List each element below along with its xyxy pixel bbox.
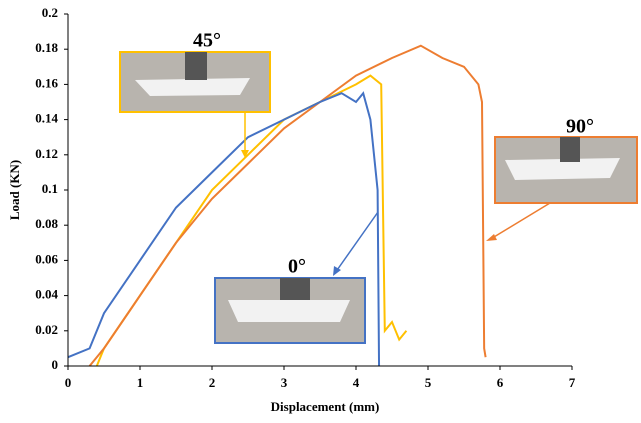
y-tick-label: 0.12 <box>35 146 58 161</box>
x-tick-label: 1 <box>137 375 144 390</box>
y-tick-label: 0.2 <box>42 5 58 20</box>
annotation: 45° <box>193 30 221 52</box>
y-tick-label: 0.06 <box>35 251 58 266</box>
arrow <box>335 212 378 273</box>
specimen <box>135 78 250 96</box>
x-tick-label: 5 <box>425 375 432 390</box>
y-tick-label: 0.04 <box>35 287 58 302</box>
x-tick-label: 3 <box>281 375 288 390</box>
specimen <box>228 300 350 322</box>
y-tick-label: 0.14 <box>35 111 58 126</box>
y-tick-label: 0.08 <box>35 216 58 231</box>
arrow <box>489 203 550 240</box>
y-tick-label: 0 <box>52 357 59 372</box>
y-tick-label: 0.18 <box>35 40 58 55</box>
x-axis-label: Displacement (mm) <box>271 399 380 414</box>
annotation: 90° <box>566 116 594 138</box>
y-axis-label: Load (KN) <box>7 160 22 220</box>
chart: Displacement (mm) Load (KN) 45° 90° 0° 0… <box>0 0 641 423</box>
y-tick-label: 0.02 <box>35 322 58 337</box>
x-tick-label: 4 <box>353 375 360 390</box>
x-tick-label: 6 <box>497 375 504 390</box>
y-tick-label: 0.1 <box>42 181 58 196</box>
arrowhead <box>333 266 341 276</box>
fixture <box>280 278 310 300</box>
x-tick-label: 2 <box>209 375 216 390</box>
arrowhead <box>486 234 497 241</box>
x-tick-label: 0 <box>65 375 72 390</box>
annotation: 0° <box>288 256 306 278</box>
fixture <box>560 137 580 162</box>
x-tick-label: 7 <box>569 375 576 390</box>
y-tick-label: 0.16 <box>35 75 58 90</box>
fixture <box>185 52 207 80</box>
